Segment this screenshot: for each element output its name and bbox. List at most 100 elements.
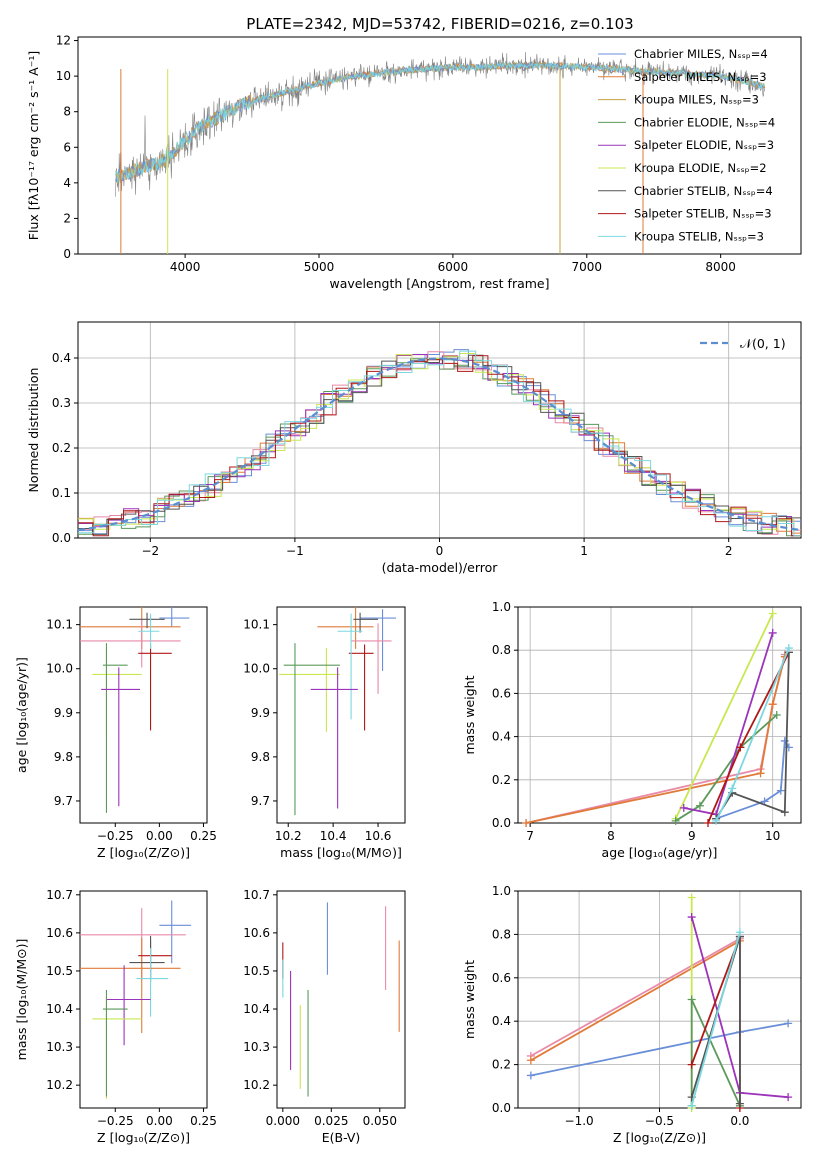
weight_vs_z-series-line xyxy=(530,940,741,1062)
spectrum-ytick-label: 10 xyxy=(56,69,71,83)
weight_vs_age-series-line xyxy=(525,656,786,824)
spectrum-ytick-label: 0 xyxy=(63,247,71,261)
age_vs_z-xtick-label: 0.00 xyxy=(146,829,173,843)
mass_vs_ebv-ytick-label: 10.2 xyxy=(243,1078,270,1092)
weight_vs_age-series-line xyxy=(715,647,790,822)
weight_vs_age-series-line xyxy=(674,613,774,820)
spectrum-title: PLATE=2342, MJD=53742, FIBERID=0216, z=0… xyxy=(246,15,633,33)
spectrum-legend-label: Salpeter MILES, Nₛₛₚ=3 xyxy=(634,70,767,84)
spectrum-xtick-label: 4000 xyxy=(170,260,201,274)
mass_vs_z-ylabel: mass [log₁₀(M/M⊙)] xyxy=(14,939,29,1061)
weight_vs_age-point-marker xyxy=(736,743,745,752)
weight_vs_age-point-marker xyxy=(772,711,781,719)
age_vs_mass-xlabel: mass [log₁₀(M/M⊙)] xyxy=(280,845,402,860)
age_vs_mass-ytick-label: 9.7 xyxy=(251,794,270,808)
weight_vs_z-series-line xyxy=(530,937,741,1057)
mass_vs_ebv-xlabel: E(B-V) xyxy=(322,1130,361,1145)
weight_vs_z-point-marker xyxy=(687,893,696,902)
mass_vs_z-xlabel: Z [log₁₀(Z/Z⊙)] xyxy=(97,1130,190,1145)
age_vs_z-ytick-label: 9.9 xyxy=(54,706,73,720)
weight_vs_z-point-marker xyxy=(526,1071,535,1080)
weight_vs_age-ytick-label: 0.0 xyxy=(492,816,511,830)
weight_vs_z-point-marker xyxy=(784,1093,793,1102)
residuals-ytick-label: 0.2 xyxy=(52,441,71,455)
spectrum-legend-label: Chabrier STELIB, Nₛₛₚ=4 xyxy=(634,184,773,198)
weight_vs_z-point-marker xyxy=(687,913,696,922)
spectrum-legend-label: Salpeter ELODIE, Nₛₛₚ=3 xyxy=(634,138,774,152)
mass_vs_ebv-frame xyxy=(276,890,406,1109)
mass_vs_ebv-ytick-label: 10.5 xyxy=(243,964,270,978)
spectrum-frame xyxy=(77,36,802,255)
weight_vs_z-ytick-label: 1.0 xyxy=(492,884,511,898)
weight_vs_age-point-marker xyxy=(768,628,777,637)
weight_vs_age-ytick-label: 0.2 xyxy=(492,773,511,787)
residual-legend-label: 𝒩(0, 1) xyxy=(740,336,786,351)
weight_vs_age-xtick-label: 8 xyxy=(607,829,615,843)
weight_vs_z-ytick-label: 0.4 xyxy=(492,1014,511,1028)
age_vs_mass-ytick-label: 10.1 xyxy=(243,618,270,632)
weight_vs_age-point-marker xyxy=(522,819,531,827)
mass_vs_ebv-ytick-label: 10.4 xyxy=(243,1002,270,1016)
age_vs_mass-ytick-label: 9.9 xyxy=(251,706,270,720)
residuals-ylabel: Normed distribution xyxy=(26,368,41,493)
age_vs_mass-ytick-label: 10.0 xyxy=(243,662,270,676)
age_vs_z-xtick-label: −0.25 xyxy=(97,829,134,843)
spectrum-xlabel: wavelength [Angstrom, rest frame] xyxy=(329,276,549,291)
mass_vs_z-ytick-label: 10.2 xyxy=(46,1078,73,1092)
weight_vs_z-series-line xyxy=(690,931,741,1107)
spectrum-model-line xyxy=(115,60,765,184)
weight_vs_z-xtick-label: −0.5 xyxy=(645,1114,674,1128)
spectrum-xtick-label: 6000 xyxy=(438,260,469,274)
mass_vs_z-ytick-label: 10.3 xyxy=(46,1040,73,1054)
weight_vs_age-point-marker xyxy=(756,769,765,778)
residuals-xlabel: (data-model)/error xyxy=(382,560,499,575)
age_vs_z-ytick-label: 10.0 xyxy=(46,662,73,676)
age_vs_z-ytick-label: 10.1 xyxy=(46,618,73,632)
weight_vs_z-point-marker xyxy=(735,928,744,937)
mass_vs_z-ytick-label: 10.5 xyxy=(46,964,73,978)
weight_vs_age-xtick-label: 7 xyxy=(526,829,534,843)
spectrum-ylabel: Flux [fλ10⁻¹⁷ erg cm⁻² s⁻¹ A⁻¹] xyxy=(26,51,41,240)
weight_vs_age-ylabel: mass weight xyxy=(462,675,477,754)
spectrum-legend-label: Kroupa MILES, Nₛₛₚ=3 xyxy=(634,93,759,107)
residuals-ytick-label: 0.0 xyxy=(52,531,71,545)
spectrum-legend-label: Chabrier MILES, Nₛₛₚ=4 xyxy=(634,47,768,61)
age_vs_mass-frame xyxy=(276,606,406,824)
weight_vs_age-ytick-label: 0.8 xyxy=(492,643,511,657)
mass_vs_z-xtick-label: −0.25 xyxy=(97,1114,134,1128)
weight_vs_z-point-marker xyxy=(687,1060,696,1069)
mass_vs_z-ytick-label: 10.7 xyxy=(46,888,73,902)
age_vs_z-ytick-label: 9.7 xyxy=(54,794,73,808)
weight_vs_z-ytick-label: 0.8 xyxy=(492,927,511,941)
residuals-xtick-label: −1 xyxy=(286,544,304,558)
age_vs_z-ylabel: age [log₁₀(age/yr)] xyxy=(14,657,29,773)
residual-histogram-line xyxy=(78,349,801,535)
spectrum-legend-label: Chabrier ELODIE, Nₛₛₚ=4 xyxy=(634,115,775,129)
mass_vs_ebv-ytick-label: 10.7 xyxy=(243,888,270,902)
spectrum-ytick-label: 6 xyxy=(63,140,71,154)
weight_vs_age-series-line xyxy=(675,714,778,822)
mass_vs_z-xtick-label: 0.25 xyxy=(190,1114,217,1128)
weight_vs_age-point-marker xyxy=(679,803,688,812)
weight_vs_z-point-marker xyxy=(687,995,696,1004)
weight_vs_z-point-marker xyxy=(526,1056,535,1065)
residuals-ytick-label: 0.1 xyxy=(52,486,71,500)
weight_vs_age-point-marker xyxy=(768,700,777,709)
mass_vs_ebv-ytick-label: 10.3 xyxy=(243,1040,270,1054)
age_vs_z-frame xyxy=(79,606,208,824)
weight_vs_age-point-marker xyxy=(704,819,713,827)
weight_vs_z-ytick-label: 0.2 xyxy=(492,1058,511,1072)
spectrum-ytick-label: 2 xyxy=(63,211,71,225)
weight_vs_age-point-marker xyxy=(671,816,680,825)
spectrum-legend-label: Kroupa ELODIE, Nₛₛₚ=2 xyxy=(634,161,767,175)
mass_vs_z-frame xyxy=(79,890,208,1109)
weight_vs_z-point-marker xyxy=(735,1099,744,1108)
weight_vs_age-point-marker xyxy=(728,784,737,793)
weight_vs_age-ytick-label: 0.6 xyxy=(492,686,511,700)
age_vs_mass-xtick-label: 10.2 xyxy=(275,829,302,843)
residual-histogram-line xyxy=(78,354,801,535)
weight_vs_age-frame xyxy=(517,606,802,824)
spectrum-legend-label: Kroupa STELIB, Nₛₛₚ=3 xyxy=(634,229,764,243)
age_vs_z-xlabel: Z [log₁₀(Z/Z⊙)] xyxy=(97,845,190,860)
